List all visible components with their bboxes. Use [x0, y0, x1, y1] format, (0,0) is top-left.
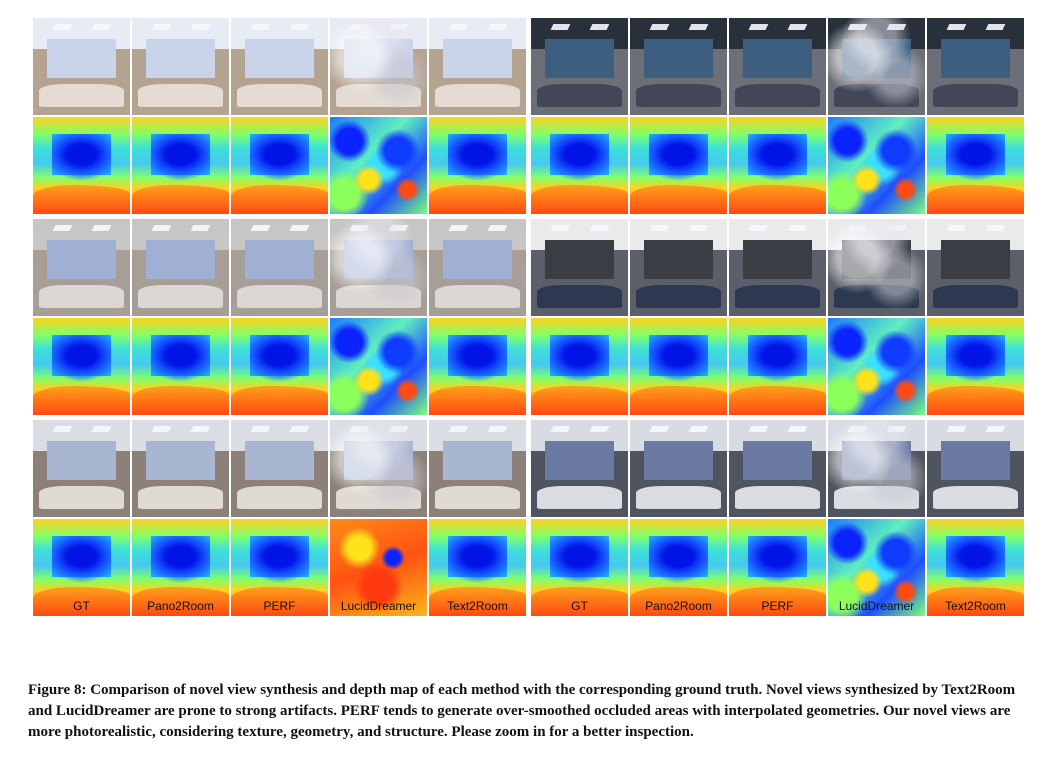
rgb-view-pano2room-scene-2 [630, 18, 727, 115]
column-label-luciddreamer-left: LucidDreamer [340, 599, 417, 613]
rgb-view-luciddreamer-scene-6 [828, 420, 925, 517]
rgb-view-pano2room-scene-6 [630, 420, 727, 517]
column-label-perf-right: PERF [761, 599, 794, 613]
depth-map-perf-scene-4 [729, 318, 826, 415]
depth-map-pano2room-scene-1 [132, 117, 229, 214]
rgb-view-perf-scene-5 [231, 420, 328, 517]
column-label-luciddreamer-right: LucidDreamer [838, 599, 915, 613]
rgb-view-gt-scene-3 [33, 219, 130, 316]
rgb-view-luciddreamer-scene-3 [330, 219, 427, 316]
depth-map-luciddreamer-scene-6 [828, 519, 925, 616]
rgb-view-text2room-scene-4 [927, 219, 1024, 316]
depth-map-gt-scene-3 [33, 318, 130, 415]
depth-map-perf-scene-1 [231, 117, 328, 214]
depth-map-pano2room-scene-6 [630, 519, 727, 616]
depth-map-pano2room-scene-4 [630, 318, 727, 415]
rgb-view-gt-scene-4 [531, 219, 628, 316]
depth-map-text2room-scene-4 [927, 318, 1024, 415]
rgb-view-gt-scene-5 [33, 420, 130, 517]
rgb-view-pano2room-scene-3 [132, 219, 229, 316]
rgb-view-luciddreamer-scene-1 [330, 18, 427, 115]
depth-map-gt-scene-1 [33, 117, 130, 214]
column-label-pano2room-left: Pano2Room [147, 599, 214, 613]
rgb-view-text2room-scene-2 [927, 18, 1024, 115]
figure-caption: Figure 8: Comparison of novel view synth… [28, 682, 1016, 740]
column-label-perf-left: PERF [263, 599, 296, 613]
column-label-text2room-right: Text2Room [945, 599, 1006, 613]
depth-map-pano2room-scene-3 [132, 318, 229, 415]
rgb-view-text2room-scene-5 [429, 420, 526, 517]
column-label-text2room-left: Text2Room [447, 599, 508, 613]
rgb-view-pano2room-scene-5 [132, 420, 229, 517]
depth-map-pano2room-scene-5 [132, 519, 229, 616]
depth-map-luciddreamer-scene-3 [330, 318, 427, 415]
depth-map-text2room-scene-5 [429, 519, 526, 616]
rgb-view-text2room-scene-3 [429, 219, 526, 316]
rgb-view-perf-scene-4 [729, 219, 826, 316]
rgb-view-luciddreamer-scene-5 [330, 420, 427, 517]
column-label-gt-left: GT [73, 599, 90, 613]
rgb-view-luciddreamer-scene-4 [828, 219, 925, 316]
rgb-view-perf-scene-3 [231, 219, 328, 316]
column-label-pano2room-right: Pano2Room [645, 599, 712, 613]
rgb-view-pano2room-scene-4 [630, 219, 727, 316]
rgb-view-pano2room-scene-1 [132, 18, 229, 115]
column-label-gt-right: GT [571, 599, 588, 613]
rgb-view-perf-scene-1 [231, 18, 328, 115]
depth-map-text2room-scene-2 [927, 117, 1024, 214]
depth-map-luciddreamer-scene-5 [330, 519, 427, 616]
depth-map-text2room-scene-6 [927, 519, 1024, 616]
rgb-view-gt-scene-1 [33, 18, 130, 115]
depth-map-perf-scene-3 [231, 318, 328, 415]
rgb-view-luciddreamer-scene-2 [828, 18, 925, 115]
depth-map-text2room-scene-3 [429, 318, 526, 415]
depth-map-gt-scene-5 [33, 519, 130, 616]
rgb-view-gt-scene-6 [531, 420, 628, 517]
rgb-view-text2room-scene-6 [927, 420, 1024, 517]
rgb-view-text2room-scene-1 [429, 18, 526, 115]
rgb-view-perf-scene-6 [729, 420, 826, 517]
depth-map-text2room-scene-1 [429, 117, 526, 214]
depth-map-perf-scene-2 [729, 117, 826, 214]
depth-map-gt-scene-4 [531, 318, 628, 415]
depth-map-luciddreamer-scene-4 [828, 318, 925, 415]
depth-map-luciddreamer-scene-2 [828, 117, 925, 214]
depth-map-perf-scene-6 [729, 519, 826, 616]
depth-map-pano2room-scene-2 [630, 117, 727, 214]
depth-map-luciddreamer-scene-1 [330, 117, 427, 214]
comparison-figure [33, 18, 1025, 616]
depth-map-gt-scene-6 [531, 519, 628, 616]
depth-map-perf-scene-5 [231, 519, 328, 616]
rgb-view-gt-scene-2 [531, 18, 628, 115]
depth-map-gt-scene-2 [531, 117, 628, 214]
rgb-view-perf-scene-2 [729, 18, 826, 115]
